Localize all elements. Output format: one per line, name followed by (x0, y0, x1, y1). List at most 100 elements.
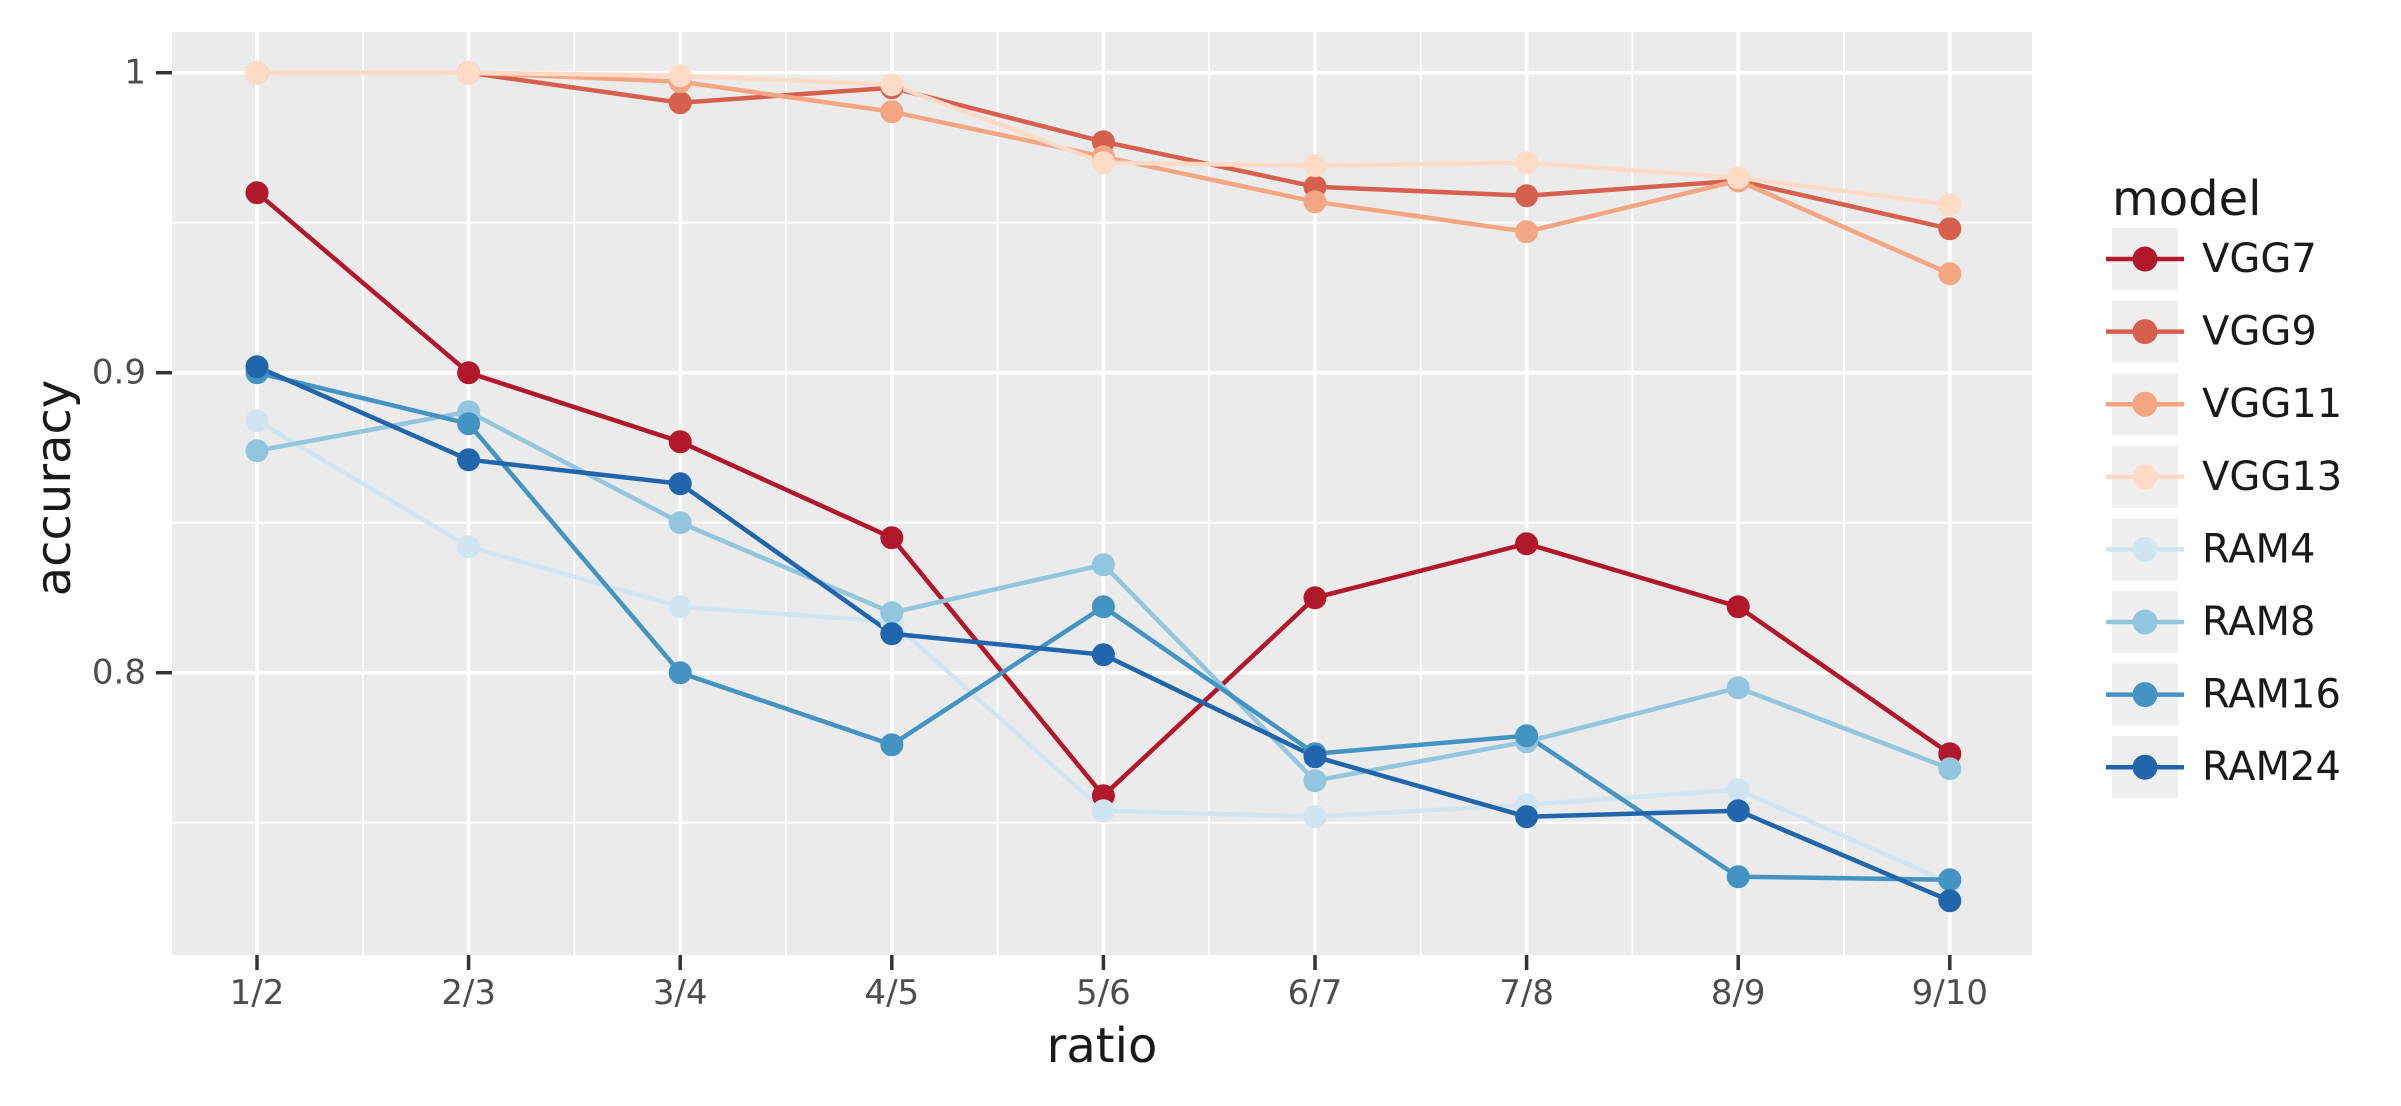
data-point-VGG7-2/3 (457, 361, 481, 385)
data-point-RAM8-8/9 (1726, 676, 1750, 700)
data-point-VGG7-8/9 (1726, 595, 1750, 619)
legend-key-dot (2132, 754, 2158, 780)
data-point-RAM24-2/3 (457, 448, 481, 472)
data-point-VGG7-1/2 (245, 181, 269, 205)
data-point-RAM16-5/6 (1091, 595, 1115, 619)
legend-item-VGG9: VGG9 (2106, 300, 2317, 363)
x-tick-label: 6/7 (1288, 973, 1343, 1013)
data-point-VGG13-8/9 (1726, 166, 1750, 190)
x-tick-label: 1/2 (230, 973, 285, 1013)
legend-label: VGG9 (2202, 309, 2317, 355)
legend-label: VGG7 (2202, 236, 2317, 282)
data-point-VGG9-9/10 (1938, 217, 1962, 241)
legend-items: VGG7 VGG9 VGG11 VGG13 RAM4 RAM8 RAM16 RAM24 (2106, 228, 2342, 799)
axis-tick-marks (156, 70, 1952, 970)
series-points (245, 61, 1962, 913)
data-point-RAM8-3/4 (668, 511, 692, 535)
data-point-VGG11-4/5 (880, 100, 904, 124)
data-point-VGG13-2/3 (457, 61, 481, 85)
data-point-RAM16-3/4 (668, 661, 692, 685)
y-tick-label: 0.9 (92, 353, 146, 393)
x-tick-label: 3/4 (653, 973, 708, 1013)
data-point-VGG13-5/6 (1091, 151, 1115, 175)
legend-item-RAM24: RAM24 (2106, 736, 2341, 799)
data-point-RAM4-1/2 (245, 409, 269, 433)
data-point-RAM24-3/4 (668, 472, 692, 496)
data-point-RAM24-5/6 (1091, 643, 1115, 667)
data-point-RAM24-4/5 (880, 622, 904, 646)
x-tick-labels: 1/2 2/3 3/4 4/5 5/6 6/7 7/8 8/9 9/10 (230, 973, 1988, 1013)
data-point-VGG13-6/7 (1303, 154, 1327, 178)
data-point-RAM8-1/2 (245, 439, 269, 463)
data-point-VGG7-7/8 (1515, 532, 1539, 556)
legend-item-VGG13: VGG13 (2106, 445, 2342, 508)
data-point-VGG9-7/8 (1515, 184, 1539, 208)
data-point-VGG11-7/8 (1515, 220, 1539, 244)
legend-key-dot (2132, 536, 2158, 562)
data-point-RAM8-5/6 (1091, 553, 1115, 577)
data-point-RAM24-6/7 (1303, 745, 1327, 769)
legend-key-dot (2132, 319, 2158, 345)
data-point-RAM8-9/10 (1938, 757, 1962, 781)
legend-key-dot (2132, 246, 2158, 272)
legend-label: RAM24 (2202, 744, 2341, 790)
data-point-RAM24-9/10 (1938, 889, 1962, 913)
data-point-VGG7-4/5 (880, 526, 904, 550)
legend-item-VGG7: VGG7 (2106, 228, 2317, 290)
data-point-VGG9-3/4 (668, 91, 692, 115)
data-point-VGG11-9/10 (1938, 262, 1962, 286)
x-axis-title: ratio (1047, 1018, 1158, 1074)
data-point-RAM16-2/3 (457, 412, 481, 436)
x-tick-label: 2/3 (441, 973, 496, 1013)
x-tick-label: 4/5 (864, 973, 919, 1013)
data-point-VGG13-9/10 (1938, 193, 1962, 217)
data-point-VGG13-7/8 (1515, 151, 1539, 175)
legend-label: VGG11 (2202, 381, 2342, 427)
legend-key-dot (2132, 609, 2158, 635)
data-point-VGG7-3/4 (668, 430, 692, 454)
legend-item-RAM4: RAM4 (2106, 518, 2316, 581)
data-point-RAM16-9/10 (1938, 868, 1962, 892)
legend-label: RAM16 (2202, 672, 2341, 718)
legend-item-RAM8: RAM8 (2106, 591, 2316, 653)
legend-item-VGG11: VGG11 (2106, 373, 2342, 436)
legend-item-RAM16: RAM16 (2106, 663, 2341, 726)
legend-label: VGG13 (2202, 454, 2342, 500)
x-tick-label: 5/6 (1076, 973, 1131, 1013)
series-points-RAM24 (245, 355, 1962, 913)
data-point-RAM8-4/5 (880, 601, 904, 625)
legend: model VGG7 VGG9 VGG11 VGG13 RAM4 RAM8 RAM16 RAM… (2106, 171, 2342, 799)
data-point-RAM16-7/8 (1515, 724, 1539, 748)
data-point-RAM24-1/2 (245, 355, 269, 379)
series-points-VGG13 (245, 61, 1962, 217)
data-point-RAM4-2/3 (457, 535, 481, 559)
x-tick-label: 7/8 (1499, 973, 1554, 1013)
data-point-RAM4-8/9 (1726, 778, 1750, 802)
legend-label: RAM4 (2202, 526, 2316, 572)
data-point-RAM24-7/8 (1515, 805, 1539, 829)
legend-key-dot (2132, 464, 2158, 490)
data-point-RAM16-8/9 (1726, 865, 1750, 889)
data-point-RAM4-5/6 (1091, 799, 1115, 823)
y-tick-label: 1 (124, 53, 146, 93)
y-tick-label: 0.8 (92, 653, 146, 693)
series-points-RAM16 (245, 361, 1962, 892)
legend-key-dot (2132, 391, 2158, 417)
legend-label: RAM8 (2202, 599, 2316, 645)
data-point-RAM4-3/4 (668, 595, 692, 619)
legend-key-dot (2132, 682, 2158, 708)
x-tick-label: 9/10 (1912, 973, 1988, 1013)
data-point-RAM24-8/9 (1726, 799, 1750, 823)
data-point-VGG7-6/7 (1303, 586, 1327, 610)
legend-title: model (2112, 171, 2261, 227)
x-tick-label: 8/9 (1711, 973, 1766, 1013)
y-tick-labels: 1 0.9 0.8 (92, 53, 146, 693)
data-point-RAM8-6/7 (1303, 769, 1327, 793)
data-point-RAM4-6/7 (1303, 805, 1327, 829)
data-point-VGG13-1/2 (245, 61, 269, 85)
data-point-VGG11-6/7 (1303, 190, 1327, 214)
data-point-VGG13-4/5 (880, 73, 904, 97)
data-point-RAM16-4/5 (880, 733, 904, 757)
